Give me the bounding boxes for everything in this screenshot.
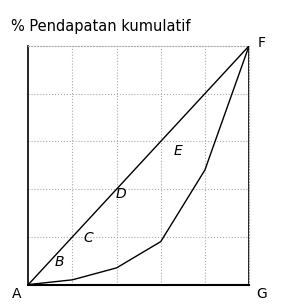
Text: F: F (258, 36, 266, 50)
Text: A: A (12, 287, 22, 301)
Text: C: C (83, 231, 93, 245)
Text: D: D (116, 187, 126, 201)
Text: % Pendapatan kumulatif: % Pendapatan kumulatif (11, 19, 191, 34)
Text: B: B (54, 255, 64, 269)
Text: E: E (174, 144, 183, 158)
Text: G: G (256, 287, 267, 301)
